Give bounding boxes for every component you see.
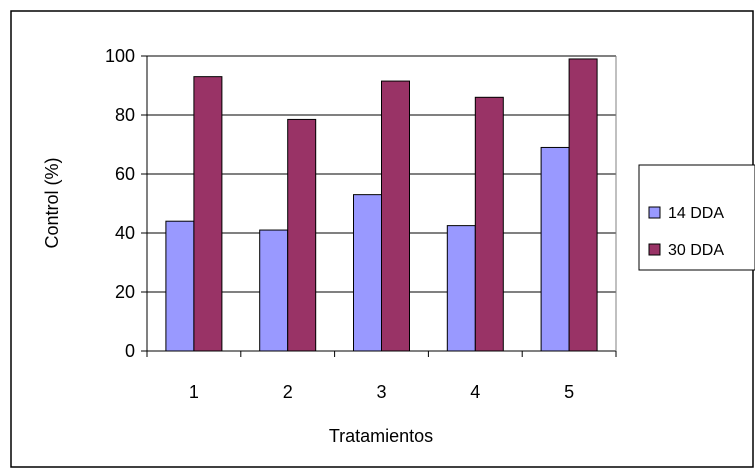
y-axis-label: Control (%) bbox=[42, 157, 62, 248]
legend: 14 DDA 30 DDA bbox=[638, 164, 755, 271]
x-tick-label: 5 bbox=[564, 382, 574, 402]
bar-14-dda-4 bbox=[446, 225, 476, 352]
bar-30-dda-5 bbox=[568, 58, 598, 352]
bar-14-dda-2 bbox=[259, 229, 289, 352]
x-axis-label: Tratamientos bbox=[329, 426, 433, 446]
x-tick-labels: 1 2 3 4 5 bbox=[189, 382, 574, 402]
x-tick-label: 2 bbox=[283, 382, 293, 402]
bar-14-dda-3 bbox=[353, 194, 382, 352]
y-tick-label: 60 bbox=[115, 164, 135, 184]
legend-label-30-dda: 30 DDA bbox=[668, 242, 724, 259]
y-tick-label: 100 bbox=[105, 46, 135, 66]
bar-30-dda-2 bbox=[287, 118, 317, 352]
bar-14-dda-1 bbox=[165, 220, 195, 352]
bar-14-dda-5 bbox=[540, 146, 570, 352]
y-tick-label: 80 bbox=[115, 105, 135, 125]
x-tick-label: 1 bbox=[189, 382, 199, 402]
legend-swatch-30-dda bbox=[648, 243, 661, 256]
bar-30-dda-1 bbox=[193, 76, 223, 352]
y-tick-labels: 0 20 40 60 80 100 bbox=[105, 46, 135, 361]
bar-30-dda-3 bbox=[381, 80, 410, 352]
legend-swatch-14-dda bbox=[648, 206, 661, 219]
axes-group bbox=[141, 55, 617, 357]
y-tick-label: 0 bbox=[125, 341, 135, 361]
x-tick-label: 4 bbox=[470, 382, 480, 402]
y-tick-label: 20 bbox=[115, 282, 135, 302]
bar-30-dda-4 bbox=[474, 96, 504, 352]
x-tick-label: 3 bbox=[376, 382, 386, 402]
legend-label-14-dda: 14 DDA bbox=[668, 205, 724, 222]
bars-group bbox=[165, 58, 598, 352]
y-tick-label: 40 bbox=[115, 223, 135, 243]
